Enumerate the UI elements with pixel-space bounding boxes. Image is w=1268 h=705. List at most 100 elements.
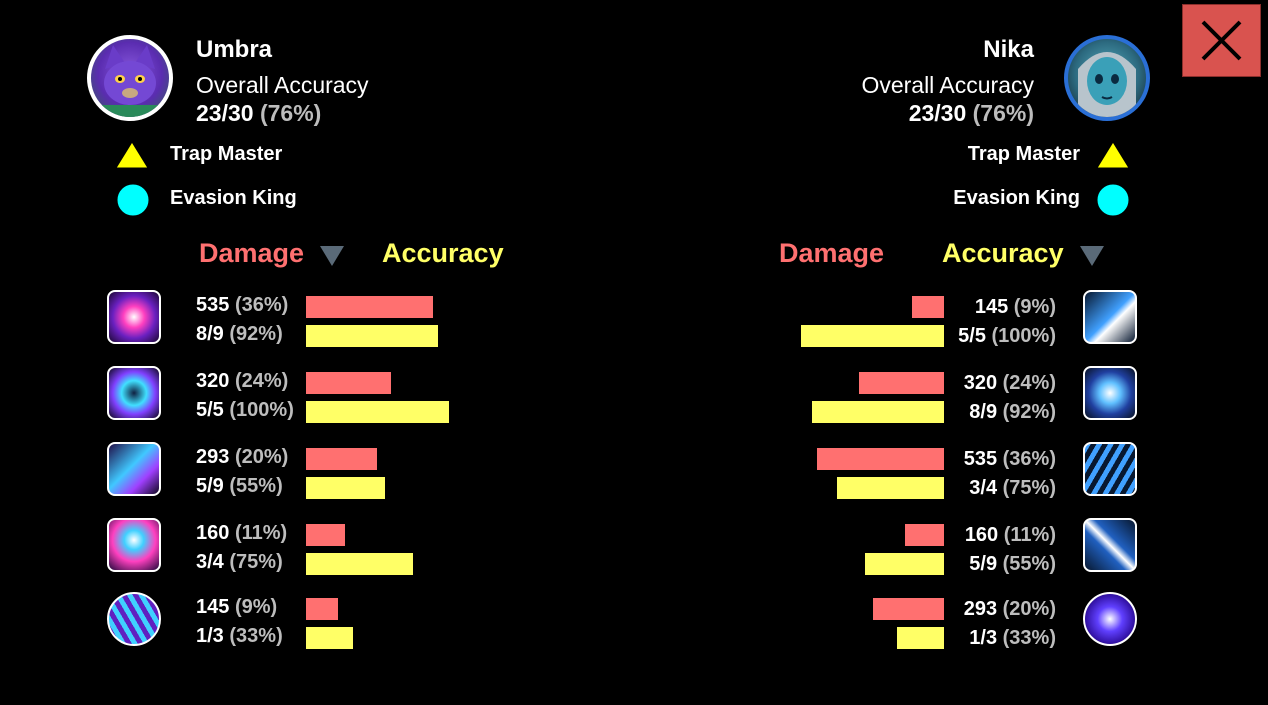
skill-damage-value: 293 [963,598,998,620]
skill-accuracy-pct: (55%) [229,475,283,497]
skill-accuracy-pct: (33%) [1002,627,1056,649]
skill-damage-pct: (36%) [234,294,289,316]
skill-accuracy-stat: 1/3 (33%) [969,627,1056,650]
skill-accuracy-pct: (55%) [1002,553,1056,575]
overall-accuracy-ratio: 23/30 [196,100,254,126]
skill-damage-pct: (9%) [234,596,278,618]
skill-accuracy-stat: 3/4 (75%) [969,477,1056,500]
accuracy-bar [837,477,944,499]
overall-accuracy-pct: (76%) [259,100,322,126]
overall-accuracy-pct: (76%) [972,100,1034,126]
damage-bar [912,296,944,318]
cat-portrait-icon [101,45,159,117]
sort-arrow-icon[interactable] [1080,246,1104,266]
overall-accuracy-label-left: Overall Accuracy [196,72,369,98]
skill-damage-value: 160 [964,524,999,546]
badge-trap-master-left [114,140,150,175]
skill-damage-value: 535 [196,294,230,316]
accuracy-bar [801,325,944,347]
energy-orb-icon [107,592,161,646]
skill-damage-pct: (9%) [1013,296,1056,318]
claw-slash-icon [107,442,161,496]
overall-accuracy-ratio: 23/30 [908,100,967,126]
damage-bar [306,296,433,318]
player-name-right: Nika [983,36,1034,63]
skill-accuracy-value: 1/3 [969,627,998,649]
damage-header-left[interactable]: Damage [199,238,305,268]
triangle-icon [115,141,149,169]
skill-accuracy-value: 5/9 [969,553,998,575]
accuracy-bar [306,477,385,499]
skill-damage-pct: (11%) [234,522,288,544]
sort-arrow-icon[interactable] [320,246,344,266]
skill-accuracy-stat: 5/5 (100%) [958,325,1056,348]
badge-label-evasion-king-right: Evasion King [953,187,1080,209]
badge-evasion-king-left [116,183,150,222]
skill-damage-value: 320 [963,372,998,394]
badge-trap-master-right [1095,140,1131,175]
skill-accuracy-value: 5/9 [196,475,224,497]
cyclone-icon [107,518,161,572]
skill-damage-value: 320 [196,370,230,392]
player-name-left: Umbra [196,36,273,63]
skill-accuracy-stat: 5/9 (55%) [196,475,283,498]
skill-damage-stat: 293 (20%) [964,598,1056,621]
skill-accuracy-pct: (92%) [1002,401,1056,423]
badge-evasion-king-right [1096,183,1130,222]
skill-damage-value: 535 [963,448,998,470]
skill-accuracy-stat: 8/9 (92%) [196,323,283,346]
skill-damage-stat: 145 (9%) [196,596,277,619]
ring-vortex-icon [107,366,161,420]
leap-strike-icon [1083,442,1137,496]
accuracy-bar [812,401,944,423]
accuracy-header-right[interactable]: Accuracy [942,238,1064,268]
accuracy-bar [306,325,438,347]
badge-label-trap-master-right: Trap Master [967,143,1080,165]
skill-accuracy-value: 3/4 [969,477,998,499]
close-button[interactable] [1182,4,1261,77]
circle-icon [1096,183,1130,217]
skill-accuracy-stat: 5/5 (100%) [196,399,294,422]
damage-bar [817,448,944,470]
skill-damage-stat: 293 (20%) [196,446,288,469]
accuracy-header-left[interactable]: Accuracy [382,238,504,268]
ice-burst-icon [1083,366,1137,420]
damage-bar [859,372,944,394]
skill-accuracy-pct: (33%) [229,625,283,647]
skill-accuracy-value: 8/9 [969,401,998,423]
skill-damage-pct: (20%) [1002,598,1056,620]
skill-damage-pct: (24%) [1002,372,1056,394]
accuracy-bar [306,401,449,423]
accuracy-bar [897,627,944,649]
overall-accuracy-value-left: 23/30 (76%) [196,100,321,127]
girl-portrait-icon [1078,52,1136,117]
skill-damage-stat: 145 (9%) [975,296,1056,319]
circle-icon [116,183,150,217]
dash-streak-icon [1083,290,1137,344]
damage-header-right[interactable]: Damage [779,238,885,268]
skill-accuracy-pct: (100%) [991,325,1056,347]
skill-accuracy-pct: (92%) [229,323,283,345]
comet-orb-icon [1083,592,1137,646]
badge-label-trap-master-left: Trap Master [170,143,283,165]
overall-accuracy-label-right: Overall Accuracy [861,72,1034,98]
skill-accuracy-stat: 3/4 (75%) [196,551,283,574]
skill-accuracy-pct: (75%) [229,551,283,573]
skill-accuracy-stat: 8/9 (92%) [969,401,1056,424]
accuracy-bar [306,627,353,649]
skill-damage-pct: (11%) [1003,524,1056,546]
accuracy-bar [306,553,413,575]
skill-damage-value: 145 [974,296,1009,318]
skill-damage-pct: (36%) [1002,448,1056,470]
skill-damage-stat: 535 (36%) [196,294,288,317]
damage-bar [306,372,391,394]
skill-accuracy-value: 1/3 [196,625,224,647]
skill-damage-stat: 320 (24%) [196,370,288,393]
damage-bar [873,598,944,620]
badge-label-evasion-king-left: Evasion King [170,187,297,209]
skill-accuracy-stat: 1/3 (33%) [196,625,283,648]
spiral-swirl-icon [107,290,161,344]
skill-damage-pct: (20%) [234,446,289,468]
skill-accuracy-pct: (75%) [1002,477,1056,499]
skill-damage-value: 160 [196,522,230,544]
